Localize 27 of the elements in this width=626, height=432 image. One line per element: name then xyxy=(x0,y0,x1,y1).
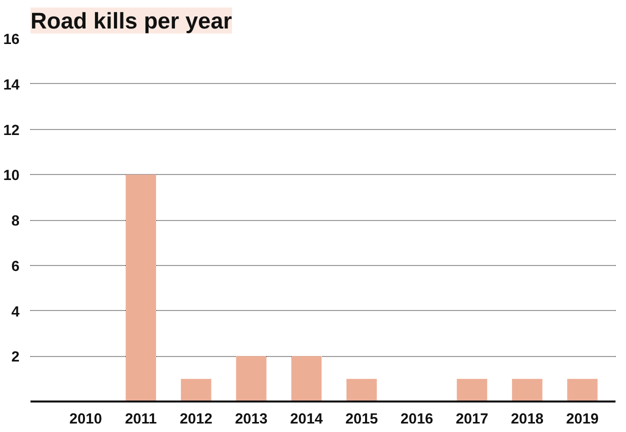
bar xyxy=(512,378,542,402)
y-tick-label: 14 xyxy=(3,77,20,94)
x-tick-label: 2016 xyxy=(400,412,434,428)
bar xyxy=(346,378,377,402)
x-tick-label: 2010 xyxy=(69,412,102,428)
y-tick-label: 2 xyxy=(11,350,20,366)
x-tick-label: 2012 xyxy=(180,412,212,428)
bar xyxy=(236,356,266,402)
x-tick-label: 2011 xyxy=(124,412,157,428)
y-tick-label: 16 xyxy=(3,32,20,48)
bar xyxy=(567,378,598,402)
x-tick-label: 2017 xyxy=(456,412,488,428)
x-tick-label: 2018 xyxy=(510,412,544,428)
x-tick-label: 2014 xyxy=(290,412,324,428)
y-tick-label: 12 xyxy=(3,122,20,139)
bar xyxy=(456,378,488,402)
y-tick-label: 4 xyxy=(11,304,20,320)
x-tick-label: 2015 xyxy=(345,412,378,428)
bar xyxy=(291,356,322,402)
x-tick-label: 2013 xyxy=(234,412,268,428)
x-tick-label: 2019 xyxy=(566,412,599,428)
bar xyxy=(126,174,156,402)
y-tick-label: 8 xyxy=(11,214,20,230)
y-tick-label: 6 xyxy=(11,258,20,275)
bar xyxy=(180,378,212,402)
y-tick-label: 10 xyxy=(3,168,20,184)
chart-title: Road kills per year xyxy=(30,8,232,34)
